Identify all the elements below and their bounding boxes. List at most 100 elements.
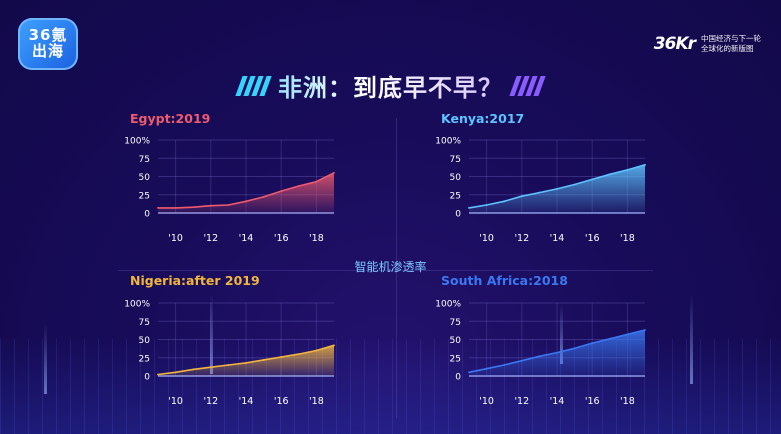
data-point — [280, 190, 283, 192]
data-point — [626, 333, 629, 336]
data-point — [644, 163, 646, 166]
x-tick-label: '14 — [239, 396, 254, 407]
y-tick-label: 75 — [450, 155, 461, 165]
page-title-row: 非洲：到底早不早？ — [0, 68, 781, 103]
x-tick-label: '12 — [514, 233, 529, 244]
data-point — [503, 364, 506, 366]
data-point — [157, 206, 159, 209]
data-point — [520, 195, 523, 198]
chart-kenya: 100% 75 50 25 0 '10 '12 '14 '16 '18 — [435, 137, 646, 244]
data-point — [227, 204, 230, 206]
data-point — [174, 371, 177, 374]
data-point — [297, 185, 300, 187]
y-tick-label: 75 — [139, 155, 150, 165]
chart-title-kenya: Kenya:2017 — [441, 111, 525, 126]
y-tick-label: 0 — [455, 373, 461, 383]
brand-36kr: 36Kr 中国经济与下一轮 全球化的新版图 — [654, 34, 761, 54]
logo-line-1: 36氪 — [28, 26, 68, 45]
y-tick-label: 0 — [455, 210, 461, 220]
x-tick-label: '16 — [274, 396, 289, 407]
data-point — [608, 337, 611, 340]
data-point — [192, 206, 195, 209]
data-point — [209, 204, 212, 207]
data-point — [626, 169, 629, 171]
decorative-light-beam — [44, 324, 47, 394]
brand-tagline-line-2: 全球化的新版图 — [701, 44, 754, 54]
y-tick-label: 100% — [124, 300, 150, 310]
x-tick-label: '10 — [168, 233, 183, 244]
data-point — [280, 356, 283, 358]
x-tick-label: '14 — [550, 233, 565, 244]
data-point — [245, 200, 247, 203]
decorative-light-beam — [210, 294, 213, 374]
y-tick-label: 50 — [450, 336, 462, 346]
data-point — [591, 342, 594, 345]
data-point — [503, 200, 506, 203]
y-tick-label: 50 — [450, 173, 462, 183]
y-tick-label: 50 — [139, 336, 151, 346]
data-point — [262, 196, 265, 198]
chart-south-africa: 100% 75 50 25 0 '10 '12 '14 '16 '18 — [435, 300, 646, 407]
data-point — [485, 204, 488, 206]
data-point — [315, 180, 318, 183]
y-tick-label: 100% — [435, 137, 461, 147]
y-tick-label: 25 — [139, 191, 150, 201]
x-tick-label: '10 — [168, 396, 183, 407]
data-point — [245, 361, 247, 364]
quadrant-divider-vertical — [396, 118, 397, 418]
y-tick-label: 25 — [139, 354, 150, 364]
x-tick-label: '12 — [514, 396, 529, 407]
x-tick-label: '18 — [620, 233, 635, 244]
y-tick-label: 100% — [435, 300, 461, 310]
chart-egypt: 100% 75 50 25 0 '10 '12 '14 '16 '18 — [124, 137, 335, 244]
data-point — [520, 359, 523, 362]
x-tick-label: '10 — [479, 233, 494, 244]
data-point — [333, 344, 335, 347]
chart-title-south-africa: South Africa:2018 — [441, 273, 568, 288]
data-point — [333, 171, 335, 174]
data-point — [157, 373, 159, 376]
quadrant-divider-horizontal — [118, 270, 653, 271]
x-tick-label: '18 — [309, 396, 324, 407]
chart-title-egypt: Egypt:2019 — [130, 111, 211, 126]
data-point — [209, 366, 212, 369]
series-area — [158, 172, 334, 213]
brand-tagline: 中国经济与下一轮 全球化的新版图 — [701, 34, 761, 54]
data-point — [556, 351, 558, 354]
data-point — [192, 368, 195, 371]
y-tick-label: 100% — [124, 137, 150, 147]
page-title: 非洲：到底早不早？ — [278, 68, 503, 103]
data-point — [174, 206, 177, 209]
background-floor-grid — [0, 339, 781, 434]
x-tick-label: '14 — [239, 233, 254, 244]
x-tick-label: '16 — [585, 233, 600, 244]
y-tick-label: 0 — [144, 210, 150, 220]
data-point — [227, 364, 230, 366]
y-tick-label: 75 — [450, 318, 461, 328]
decorative-light-beam — [690, 294, 693, 384]
x-tick-label: '10 — [479, 396, 494, 407]
data-point — [608, 173, 611, 176]
x-tick-label: '18 — [620, 396, 635, 407]
y-tick-label: 0 — [144, 373, 150, 383]
x-tick-label: '16 — [274, 233, 289, 244]
data-point — [297, 353, 300, 355]
y-tick-label: 50 — [139, 173, 151, 183]
x-tick-label: '14 — [550, 396, 565, 407]
x-tick-label: '12 — [203, 396, 218, 407]
logo-line-2: 出海 — [31, 42, 64, 60]
x-tick-label: '16 — [585, 396, 600, 407]
data-point — [468, 371, 470, 374]
decorative-light-beam — [560, 304, 563, 364]
data-point — [538, 191, 541, 194]
brand-tagline-line-1: 中国经济与下一轮 — [701, 34, 761, 43]
data-point — [573, 183, 576, 186]
x-tick-label: '18 — [309, 233, 324, 244]
data-point — [556, 188, 558, 190]
data-point — [262, 359, 265, 361]
y-tick-label: 75 — [139, 318, 150, 328]
data-point — [315, 349, 318, 352]
chart-title-nigeria: Nigeria:after 2019 — [130, 273, 260, 288]
brand-mark: 36Kr — [653, 34, 696, 55]
title-stripes-left — [235, 75, 272, 96]
